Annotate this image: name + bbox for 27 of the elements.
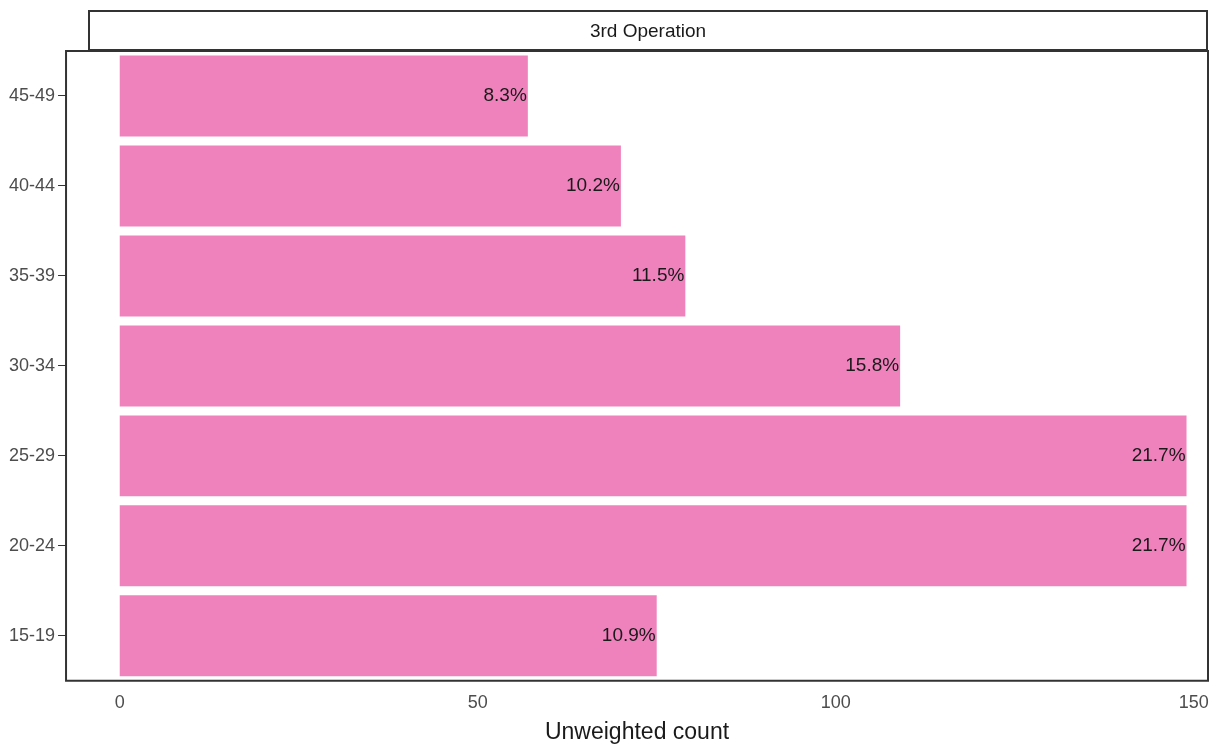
annotation: 15.8% — [845, 354, 900, 376]
bar — [119, 325, 901, 407]
y-tick-label: 20-24 — [8, 534, 56, 555]
bar — [119, 145, 621, 227]
annotation: 10.9% — [601, 624, 656, 646]
bar — [119, 505, 1187, 587]
annotation: 8.3% — [483, 84, 527, 106]
annotation: 21.7% — [1131, 444, 1186, 466]
x-tick-label: 100 — [820, 691, 851, 712]
bar — [119, 235, 686, 317]
x-axis-title: Unweighted count — [544, 717, 730, 744]
bar — [119, 55, 528, 137]
chart-title: 3rd Operation — [88, 10, 1208, 51]
bar — [119, 415, 1187, 497]
y-tick-label: 35-39 — [8, 264, 56, 285]
y-tick-label: 25-29 — [8, 444, 56, 465]
annotation: 11.5% — [631, 264, 685, 286]
annotation: 21.7% — [1131, 534, 1186, 556]
y-tick-label: 45-49 — [8, 84, 56, 105]
y-tick-label: 15-19 — [8, 624, 56, 645]
x-tick-label: 150 — [1178, 691, 1209, 712]
x-tick-label: 50 — [467, 691, 488, 712]
x-tick-label: 0 — [114, 691, 125, 712]
bar — [119, 595, 657, 677]
annotation: 10.2% — [566, 174, 621, 196]
y-tick-label: 30-34 — [8, 354, 56, 375]
y-tick-label: 40-44 — [8, 174, 56, 195]
